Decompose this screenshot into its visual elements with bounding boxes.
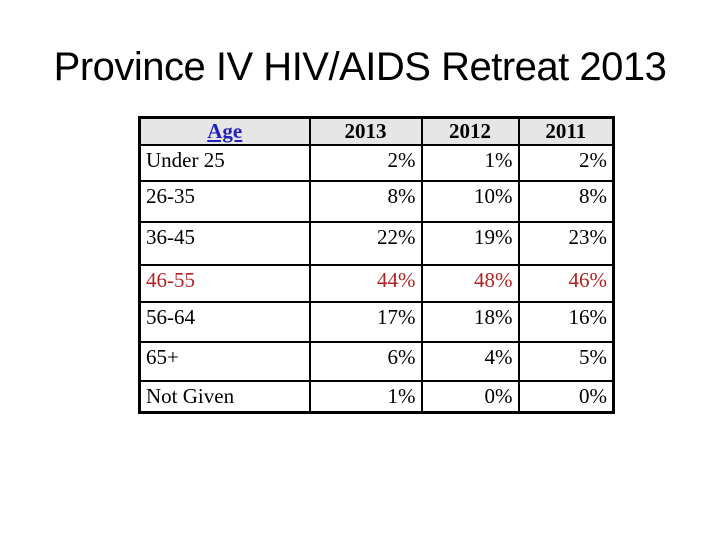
table-row-46-55-highlighted: 46-55 44% 48% 46% (138, 264, 615, 303)
row-label: 46-55 (138, 264, 311, 303)
value-cell: 48% (420, 264, 520, 303)
value-cell: 6% (308, 341, 423, 382)
row-label: Not Given (138, 380, 311, 413)
column-header-2013: 2013 (308, 116, 423, 146)
value-cell: 46% (517, 264, 615, 303)
value-cell: 8% (517, 180, 615, 223)
table-row-under-25: Under 25 2% 1% 2% (138, 144, 615, 182)
value-cell: 2% (517, 144, 615, 182)
value-cell: 4% (420, 341, 520, 382)
value-cell: 23% (517, 221, 615, 266)
row-label: 36-45 (138, 221, 311, 266)
slide-title: Province IV HIV/AIDS Retreat 2013 (53, 45, 667, 89)
value-cell: 2% (308, 144, 423, 182)
column-header-2011: 2011 (517, 116, 615, 146)
value-cell: 22% (308, 221, 423, 266)
value-cell: 10% (420, 180, 520, 223)
table-row-26-35: 26-35 8% 10% 8% (138, 180, 615, 223)
value-cell: 16% (517, 301, 615, 343)
value-cell: 17% (308, 301, 423, 343)
table-row-36-45: 36-45 22% 19% 23% (138, 221, 615, 266)
table-row-65-plus: 65+ 6% 4% 5% (138, 341, 615, 382)
table-row-not-given: Not Given 1% 0% 0% (138, 380, 615, 413)
value-cell: 0% (517, 380, 615, 413)
row-label: 26-35 (138, 180, 311, 223)
value-cell: 18% (420, 301, 520, 343)
value-cell: 5% (517, 341, 615, 382)
value-cell: 44% (308, 264, 423, 303)
value-cell: 1% (420, 144, 520, 182)
row-label: 65+ (138, 341, 311, 382)
row-label: 56-64 (138, 301, 311, 343)
age-distribution-table: Age 2013 2012 2011 Under 25 2% 1% 2% 26-… (138, 116, 615, 414)
value-cell: 8% (308, 180, 423, 223)
value-cell: 0% (420, 380, 520, 413)
column-header-2012: 2012 (420, 116, 520, 146)
table-row-56-64: 56-64 17% 18% 16% (138, 301, 615, 343)
value-cell: 19% (420, 221, 520, 266)
table-header-row: Age 2013 2012 2011 (138, 116, 615, 146)
row-label: Under 25 (138, 144, 311, 182)
value-cell: 1% (308, 380, 423, 413)
column-header-age: Age (138, 116, 311, 146)
